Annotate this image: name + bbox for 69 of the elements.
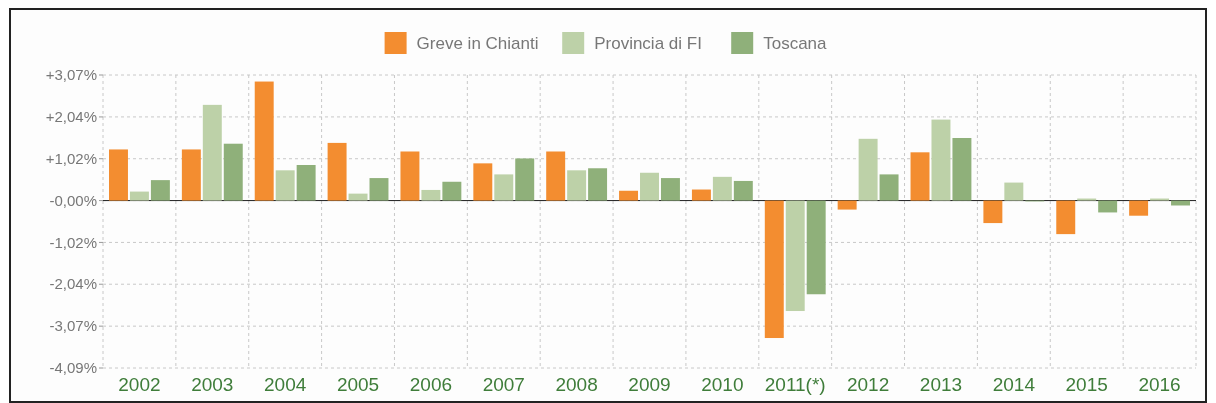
bar	[931, 119, 951, 201]
bar	[712, 176, 732, 201]
bar	[473, 163, 493, 201]
bar	[421, 189, 441, 201]
bar	[400, 151, 420, 201]
bar	[983, 200, 1003, 224]
bar	[733, 180, 753, 201]
y-tick-label: -0,00%	[49, 191, 97, 209]
bar	[181, 149, 201, 201]
bar	[691, 189, 711, 201]
x-tick-label: 2004	[264, 374, 307, 395]
bar	[785, 200, 805, 312]
bar	[837, 200, 857, 210]
bar	[1004, 182, 1024, 201]
bar	[150, 180, 170, 201]
x-tick-label: 2014	[992, 374, 1036, 395]
bar	[369, 178, 389, 201]
x-tick-label: 2010	[701, 374, 744, 395]
x-tick-label: 2015	[1065, 374, 1108, 395]
bar	[296, 164, 316, 201]
x-tick-label: 2008	[555, 374, 598, 395]
bar	[129, 191, 149, 201]
bar	[1077, 198, 1097, 201]
bar	[567, 170, 587, 201]
x-tick-label: 2006	[409, 374, 453, 395]
bar	[764, 200, 784, 339]
bar	[254, 81, 274, 201]
bar	[660, 178, 680, 201]
bar	[952, 137, 972, 201]
x-tick-label: 2003	[191, 374, 234, 395]
bar	[546, 151, 566, 201]
bar	[275, 170, 295, 201]
bar	[1129, 200, 1149, 216]
x-tick-label: 2013	[919, 374, 963, 395]
bar	[858, 138, 878, 201]
y-tick-label: -3,07%	[49, 317, 97, 335]
legend-label: Toscana	[763, 33, 828, 53]
bar	[910, 152, 930, 201]
x-tick-label: 2007	[482, 374, 525, 395]
bar	[588, 168, 608, 201]
x-tick-label: 2011(*)	[764, 374, 826, 395]
bar	[327, 142, 347, 201]
bar	[1098, 200, 1118, 213]
y-tick-label: -4,09%	[49, 359, 97, 377]
x-tick-label: 2016	[1138, 374, 1181, 395]
y-tick-label: -1,02%	[49, 233, 97, 251]
bar	[879, 174, 899, 201]
x-tick-label: 2012	[846, 374, 890, 395]
y-tick-label: +3,07%	[45, 66, 97, 84]
bar	[806, 200, 826, 295]
bar	[1150, 198, 1170, 201]
bar	[348, 193, 368, 201]
bar	[202, 104, 222, 201]
bar	[442, 181, 462, 201]
legend-label: Provincia di FI	[594, 33, 702, 53]
x-tick-label: 2009	[628, 374, 671, 395]
bar	[109, 149, 128, 201]
x-tick-label: 2002	[118, 374, 161, 395]
bar	[619, 190, 639, 201]
legend-label: Greve in Chianti	[416, 33, 539, 53]
y-tick-label: -2,04%	[49, 275, 97, 293]
bar	[515, 158, 535, 201]
bar	[640, 172, 659, 201]
bar	[1056, 200, 1076, 235]
y-tick-label: +1,02%	[45, 149, 97, 167]
bar	[494, 174, 514, 201]
bar	[223, 143, 243, 201]
x-tick-label: 2005	[336, 374, 380, 395]
y-tick-label: +2,04%	[45, 108, 97, 126]
